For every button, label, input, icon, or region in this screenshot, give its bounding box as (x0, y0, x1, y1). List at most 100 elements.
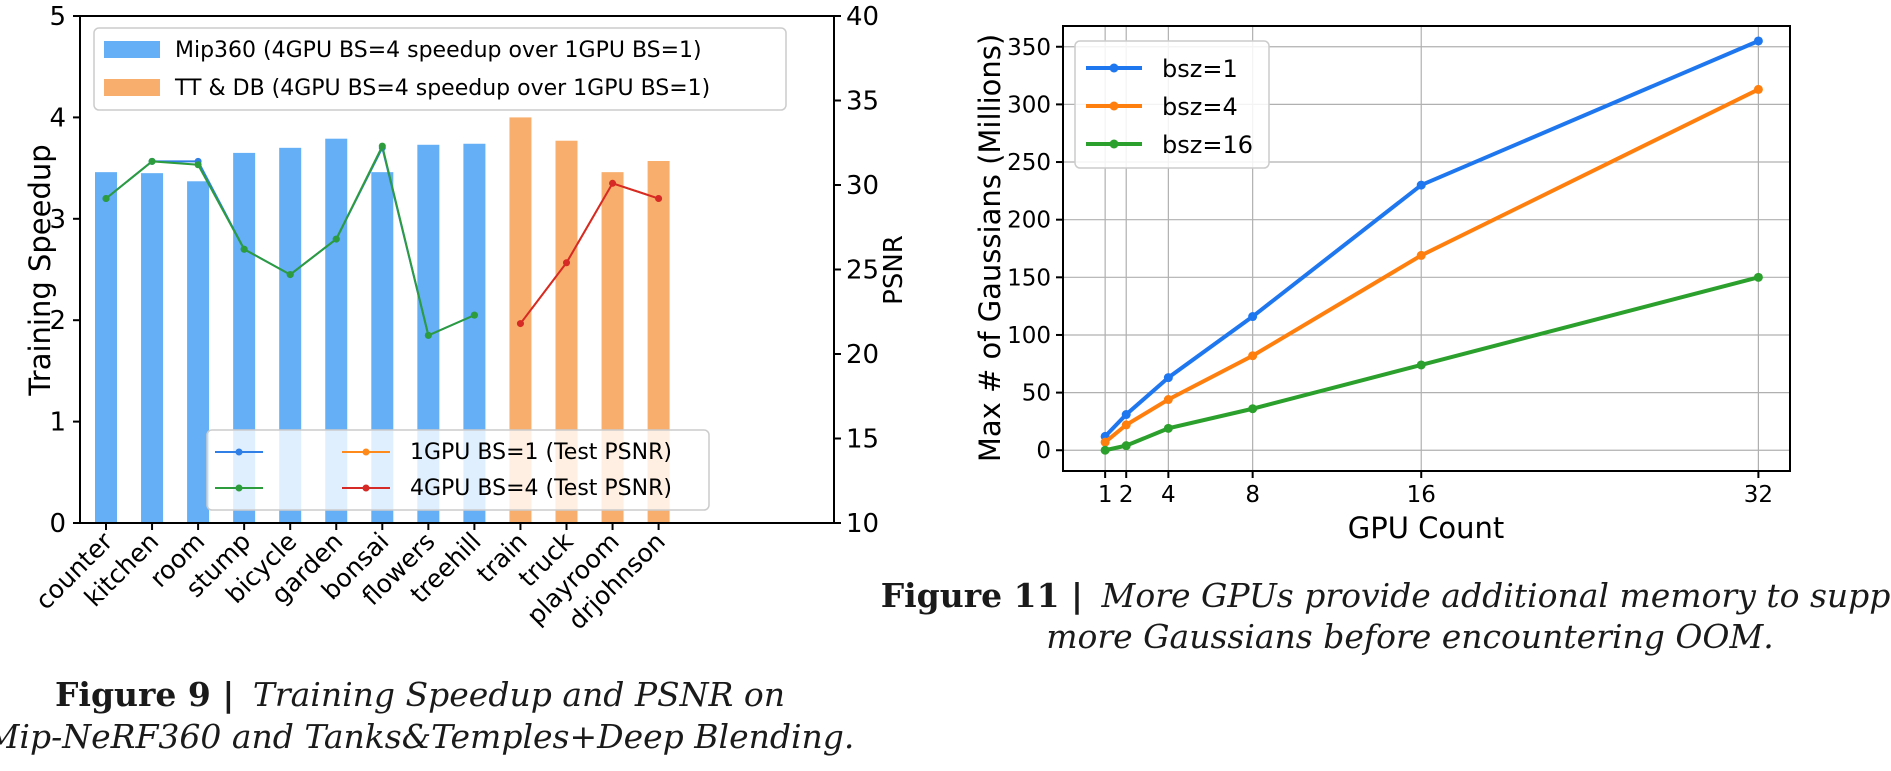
fig9-psnr-legend: 1GPU BS=1 (Test PSNR) 4GPU BS=4 (Test PS… (206, 429, 710, 511)
psnr-point-1-bonsai (378, 142, 386, 150)
bar-truck (555, 140, 578, 524)
fig11-ytick-label: 100 (1007, 323, 1051, 349)
legend-label-bsz4: bsz=4 (1162, 93, 1238, 121)
legend-label-bsz16: bsz=16 (1162, 131, 1253, 159)
point-bsz=1-gpu16 (1416, 180, 1426, 190)
point-bsz=16-gpu32 (1753, 272, 1763, 282)
fig11-ytick-label: 300 (1007, 92, 1051, 118)
bar-counter (95, 172, 117, 523)
fig11-xtick-label: 4 (1161, 482, 1176, 508)
psnr-point-1-room (194, 161, 202, 169)
fig9-ytick-label: 3 (49, 205, 66, 235)
fig9-ytick-label: 2 (49, 306, 66, 336)
bar-room (187, 181, 210, 524)
fig9-caption-label: Figure 9 | (55, 675, 234, 714)
legend-marker-mip-1gpu (235, 448, 243, 456)
line-bsz=4 (1103, 87, 1760, 444)
fig11-caption-label: Figure 11 | (881, 576, 1083, 615)
fig9-right-ticks: 10 15 20 25 30 35 40 (834, 2, 879, 539)
fig11-caption-line1: Figure 11 | More GPUs provide additional… (881, 576, 1891, 615)
fig9-y2tick-label: 10 (846, 509, 879, 539)
fig9-bar-legend: Mip360 (4GPU BS=4 speedup over 1GPU BS=1… (93, 27, 787, 111)
fig9-y2tick-label: 25 (846, 256, 879, 286)
point-bsz=4-gpu32 (1753, 84, 1763, 94)
fig11-caption-text1: More GPUs provide additional memory to s… (1101, 576, 1891, 615)
legend-marker-bsz1 (1109, 63, 1119, 73)
psnr-point-1-treehill (470, 311, 478, 319)
fig9-caption-text1: Training Speedup and PSNR on (253, 675, 785, 714)
point-bsz=4-gpu16 (1416, 250, 1426, 260)
fig11-caption-line2: more Gaussians before encountering OOM. (1046, 617, 1774, 656)
point-bsz=4-gpu8 (1248, 351, 1258, 361)
fig9-y2tick-label: 30 (846, 171, 879, 201)
psnr-point-3-playroom (609, 179, 617, 187)
figure-9-chart: 0 1 2 3 4 5 10 15 20 25 30 35 40 counterkitchenroom… (23, 2, 909, 635)
fig9-x-ticks: counterkitchenroomstumpbicyclegardenbons… (30, 523, 671, 635)
point-bsz=16-gpu1 (1100, 445, 1110, 455)
point-bsz=4-gpu2 (1121, 420, 1131, 430)
psnr-point-1-garden (332, 235, 340, 243)
fig11-ytick-label: 0 (1036, 438, 1051, 464)
fig11-axes-frame (1062, 25, 1791, 472)
fig9-caption-line2: Mip-NeRF360 and Tanks&Temples+Deep Blend… (0, 717, 854, 756)
fig9-psnr-lines (102, 142, 663, 339)
line-bsz=1 (1103, 39, 1760, 438)
fig9-y2-axis-label: PSNR (879, 235, 909, 305)
legend-label-mip360: Mip360 (4GPU BS=4 speedup over 1GPU BS=1… (175, 38, 702, 63)
legend-marker-bsz4 (1109, 101, 1119, 111)
legend-marker-mip-4gpu (235, 484, 243, 492)
fig11-xtick-label: 16 (1407, 482, 1436, 508)
fig9-ytick-label: 4 (49, 103, 66, 133)
bar-treehill (463, 143, 486, 523)
bar-bicycle (279, 147, 302, 523)
fig11-xtick-label: 8 (1245, 482, 1260, 508)
fig11-ytick-label: 350 (1007, 35, 1051, 61)
point-bsz=1-gpu2 (1121, 410, 1131, 420)
fig11-ytick-label: 200 (1007, 208, 1051, 234)
point-bsz=16-gpu2 (1121, 441, 1131, 451)
legend-swatch-mip360 (104, 41, 160, 58)
fig11-xtick-label: 32 (1744, 482, 1773, 508)
fig9-caption-line1: Figure 9 | Training Speedup and PSNR on (55, 675, 785, 714)
fig11-x-ticks: 1 2 4 8 16 32 (1098, 471, 1773, 508)
psnr-point-1-kitchen (148, 157, 156, 165)
legend-swatch-ttdb (104, 79, 160, 96)
psnr-point-1-flowers (424, 331, 432, 339)
psnr-point-3-truck (563, 259, 570, 267)
figure-11-chart: 0 50 100 150 200 250 300 350 1 2 4 8 16 32 Max # of … (973, 25, 1791, 545)
point-bsz=16-gpu4 (1163, 423, 1173, 433)
psnr-line-3 (519, 182, 659, 325)
fig11-y-ticks: 0 50 100 150 200 250 300 350 (1007, 35, 1063, 464)
fig11-series (1100, 36, 1763, 455)
fig11-ytick-label: 50 (1022, 381, 1051, 407)
fig9-ytick-label: 1 (49, 408, 66, 438)
point-bsz=4-gpu1 (1100, 437, 1110, 447)
bar-kitchen (141, 173, 164, 524)
fig9-left-ticks: 0 1 2 3 4 5 (49, 2, 80, 539)
legend-marker-bsz16 (1109, 139, 1119, 149)
fig11-legend: bsz=1 bsz=4 bsz=16 (1074, 40, 1270, 169)
legend-label-tt-1gpu: 1GPU BS=1 (Test PSNR) (410, 440, 672, 465)
point-bsz=16-gpu16 (1416, 360, 1426, 370)
psnr-point-3-train (516, 320, 524, 328)
point-bsz=4-gpu4 (1163, 395, 1173, 405)
point-bsz=1-gpu4 (1163, 373, 1173, 383)
point-bsz=1-gpu32 (1753, 36, 1763, 46)
fig11-xtick-label: 1 (1098, 482, 1113, 508)
fig11-x-axis-label: GPU Count (1348, 511, 1505, 545)
psnr-point-1-bicycle (286, 271, 294, 279)
fig9-y-axis-label: Training Speedup (23, 144, 57, 396)
legend-marker-tt-1gpu (362, 448, 370, 456)
fig11-xtick-label: 2 (1119, 482, 1134, 508)
fig11-ytick-label: 250 (1007, 150, 1051, 176)
psnr-point-3-drjohnson (655, 195, 663, 203)
fig9-y2tick-label: 40 (846, 2, 879, 32)
fig9-y2tick-label: 15 (846, 425, 879, 455)
point-bsz=16-gpu8 (1248, 404, 1258, 414)
fig9-y2tick-label: 35 (846, 87, 879, 117)
legend-label-ttdb: TT & DB (4GPU BS=4 speedup over 1GPU BS=… (174, 76, 710, 101)
legend-marker-tt-4gpu (362, 484, 370, 492)
line-bsz=16 (1104, 275, 1759, 453)
fig9-ytick-label: 5 (49, 2, 66, 32)
